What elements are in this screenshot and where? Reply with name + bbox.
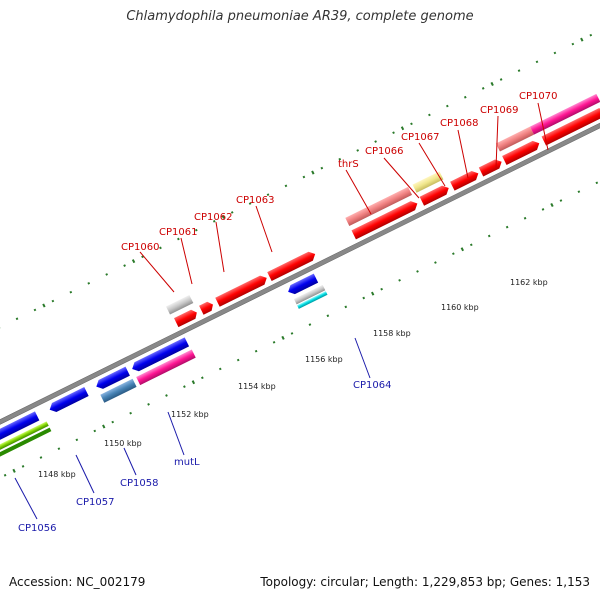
genome-summary-text: Topology: circular; Length: 1,229,853 bp… bbox=[260, 575, 590, 589]
label-thrs: thrS bbox=[338, 159, 359, 170]
map-title: Chlamydophila pneumoniae AR39, complete … bbox=[126, 9, 474, 24]
label-cp1057: CP1057 bbox=[76, 497, 114, 508]
scale-label: 1150 kbp bbox=[104, 439, 142, 448]
gene-cp1060 bbox=[166, 294, 194, 315]
scale-label: 1162 kbp bbox=[510, 278, 548, 287]
gene-cp1058b bbox=[100, 378, 137, 403]
label-cp1067: CP1067 bbox=[401, 132, 439, 143]
gene-cp1070 bbox=[529, 93, 600, 135]
gene-cp1069b bbox=[502, 140, 540, 165]
label-cp1070: CP1070 bbox=[519, 91, 557, 102]
backbone bbox=[0, 109, 600, 434]
label-cp1056: CP1056 bbox=[18, 523, 56, 534]
label-cp1066: CP1066 bbox=[365, 146, 403, 157]
scale-label: 1152 kbp bbox=[171, 410, 209, 419]
scale-label: 1156 kbp bbox=[305, 355, 343, 364]
gene-cp1060b bbox=[174, 309, 197, 328]
gene-cp1056c bbox=[0, 427, 52, 459]
gene-cp1064b bbox=[293, 284, 326, 305]
gene-cp1063 bbox=[267, 251, 316, 282]
gene-cp1062 bbox=[215, 275, 267, 307]
scale-label: 1160 kbp bbox=[441, 303, 479, 312]
gene-cp1056b bbox=[0, 421, 49, 454]
gene-mutl-b bbox=[136, 349, 196, 386]
gene-cp1066b bbox=[419, 185, 449, 206]
gene-cp1064 bbox=[288, 273, 319, 295]
label-cp1064: CP1064 bbox=[353, 380, 391, 391]
gene-thrs bbox=[345, 186, 413, 226]
gene-cp1057 bbox=[49, 387, 89, 412]
gene-cp1058 bbox=[96, 366, 130, 389]
label-cp1069: CP1069 bbox=[480, 105, 518, 116]
gene-mutl bbox=[132, 337, 190, 372]
label-cp1062: CP1062 bbox=[194, 212, 232, 223]
scale-label: 1154 kbp bbox=[238, 382, 276, 391]
label-mutl: mutL bbox=[174, 457, 200, 468]
forward-genes bbox=[166, 93, 600, 328]
label-cp1068: CP1068 bbox=[440, 118, 478, 129]
gene-thrs-b bbox=[351, 201, 418, 240]
tick-rows bbox=[0, 25, 600, 478]
gene-cp1069 bbox=[495, 126, 534, 152]
scale-label: 1148 kbp bbox=[38, 470, 76, 479]
label-cp1060: CP1060 bbox=[121, 242, 159, 253]
reverse-genes bbox=[0, 273, 328, 459]
accession-text: Accession: NC_002179 bbox=[9, 575, 146, 589]
gene-cp1064c bbox=[297, 291, 328, 309]
label-cp1058: CP1058 bbox=[120, 478, 158, 489]
label-cp1063: CP1063 bbox=[236, 195, 274, 206]
gene-cp1067 bbox=[450, 171, 479, 191]
label-cp1061: CP1061 bbox=[159, 227, 197, 238]
scale-label: 1158 kbp bbox=[373, 329, 411, 338]
callout-lines bbox=[14, 102, 549, 520]
gene-cp1066 bbox=[412, 171, 444, 193]
gene-cp1056 bbox=[0, 411, 40, 446]
gene-cp1061 bbox=[199, 301, 213, 315]
gene-cp1070b bbox=[541, 108, 600, 146]
